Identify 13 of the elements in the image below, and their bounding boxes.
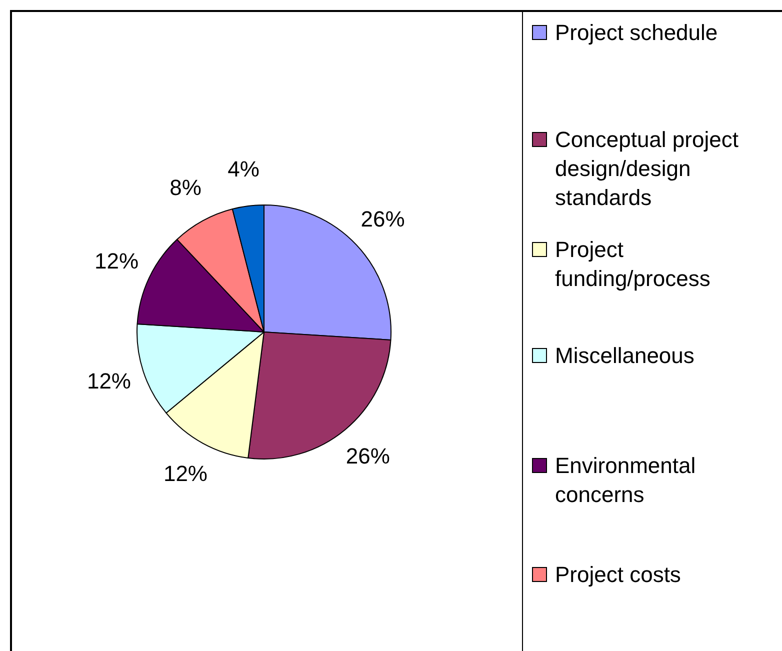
data-label: 26% — [346, 444, 390, 469]
legend-label: Project schedule — [555, 19, 718, 47]
data-label: 12% — [94, 248, 139, 274]
data-label: 4% — [228, 156, 260, 182]
legend-label: Environmental concerns — [555, 452, 697, 509]
legend-label: Project funding/process — [555, 236, 712, 293]
legend-label: Miscellaneous — [555, 342, 694, 370]
data-label: 8% — [170, 175, 202, 200]
legend-label: Conceptual project design/design standards — [555, 126, 740, 212]
data-label: 26% — [360, 206, 405, 232]
data-label: 12% — [86, 368, 131, 394]
legend-label: Project costs — [555, 561, 681, 589]
data-label: 12% — [163, 460, 208, 486]
